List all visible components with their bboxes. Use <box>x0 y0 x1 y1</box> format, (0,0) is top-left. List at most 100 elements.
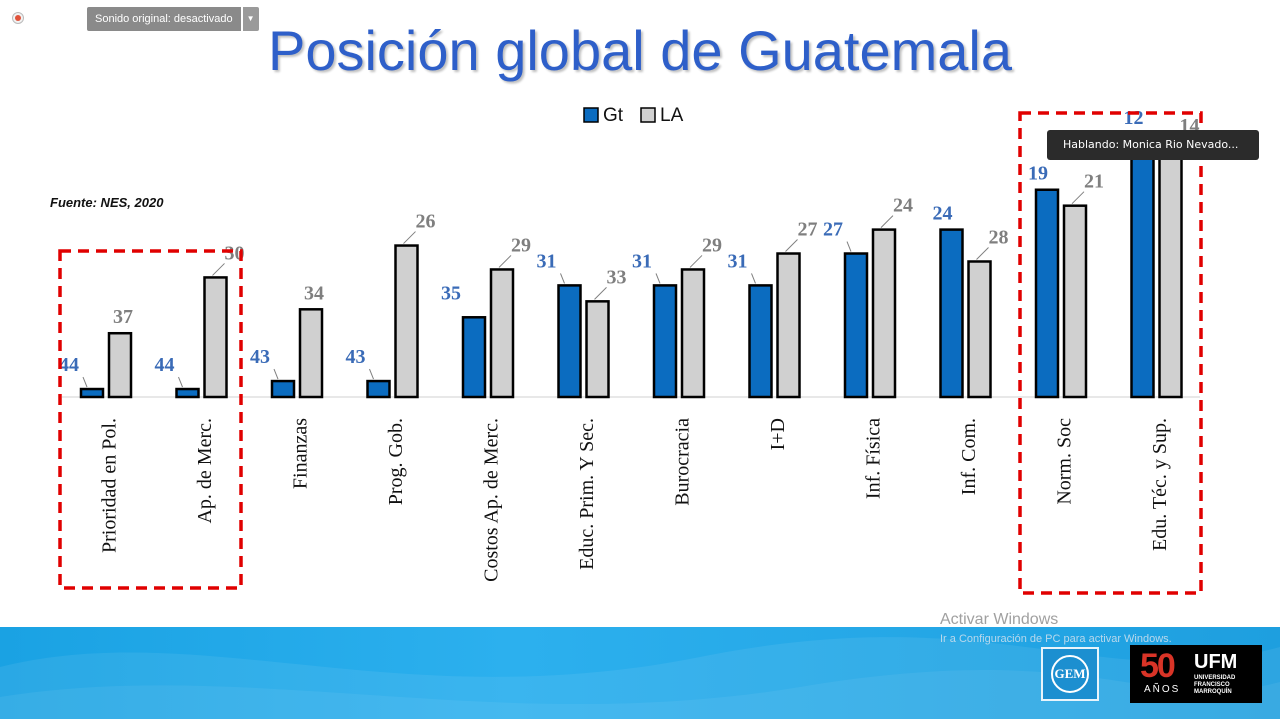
data-label-la: 34 <box>304 282 324 304</box>
bar-gt <box>843 252 869 399</box>
data-label-la: 24 <box>893 195 913 217</box>
activation-watermark-title: Activar Windows <box>940 611 1059 628</box>
category-label: Edu. Téc. y Sup. <box>1149 418 1171 551</box>
data-label-gt: 31 <box>537 250 557 272</box>
leader-line <box>880 215 894 228</box>
bar-gt <box>748 284 773 399</box>
leader-line <box>655 273 661 284</box>
data-label-la: 28 <box>989 226 1009 248</box>
leader-line <box>403 231 416 244</box>
audio-status-label[interactable]: Sonido original: desactivado <box>87 7 241 31</box>
leader-line <box>212 263 225 276</box>
leader-line <box>369 368 374 380</box>
leader-line <box>82 376 88 388</box>
category-label: Educ. Prim. Y Sec. <box>576 418 598 570</box>
bar-gt <box>939 228 964 399</box>
bar-gt <box>652 284 678 399</box>
category-label: Prog. Gob. <box>385 418 407 505</box>
speaking-indicator: Hablando: Monica Rio Nevado... <box>1047 130 1259 160</box>
bar-la <box>776 252 801 399</box>
legend-label-gt: Gt <box>603 105 624 126</box>
category-label: Prioridad en Pol. <box>99 418 121 553</box>
bar-gt <box>461 316 487 399</box>
category-label: Burocracia <box>672 418 694 506</box>
bar-gt <box>1130 132 1155 399</box>
leader-line <box>498 255 512 268</box>
footer-wave-decoration <box>0 637 1280 719</box>
leader-line <box>594 286 607 300</box>
data-label-gt: 35 <box>441 282 461 304</box>
legend-label-la: LA <box>660 105 684 126</box>
audio-control[interactable]: Sonido original: desactivado ▼ <box>87 7 259 31</box>
slide-title: Posición global de Guatemala <box>267 19 1013 82</box>
bar-la <box>967 260 992 399</box>
bar-la <box>1062 204 1088 399</box>
data-label-la: 29 <box>511 234 531 256</box>
leader-line <box>560 273 565 284</box>
ufm-brand: UFM <box>1194 651 1238 673</box>
data-label-gt: 31 <box>728 250 748 272</box>
category-label: Finanzas <box>290 418 312 489</box>
category-label: Norm. Soc <box>1054 418 1076 505</box>
leader-line <box>689 255 703 268</box>
gem-logo: GEM <box>1041 647 1099 701</box>
data-label-gt: 43 <box>346 346 366 368</box>
leader-line <box>846 241 852 252</box>
bar-gt <box>1034 188 1060 399</box>
bar-la <box>871 228 897 399</box>
bar-la <box>1158 148 1183 399</box>
data-label-la: 29 <box>702 234 722 256</box>
chart-source: Fuente: NES, 2020 <box>50 195 164 210</box>
bar-gt <box>79 387 105 399</box>
bar-la <box>107 331 133 399</box>
data-label-gt: 12 <box>1124 107 1144 129</box>
data-label-la: 37 <box>113 306 133 328</box>
bar-gt <box>175 387 200 399</box>
highlight-box-left <box>58 249 243 590</box>
bar-la <box>585 300 610 399</box>
ufm-anniversary-number: 50 <box>1140 647 1176 685</box>
leader-line <box>976 247 989 260</box>
bar-gt <box>270 379 296 399</box>
category-label: Inf. Física <box>863 418 885 499</box>
leader-line <box>751 273 756 284</box>
data-label-gt: 43 <box>250 346 270 368</box>
gem-logo-text: GEM <box>1051 655 1089 693</box>
activation-watermark-subtitle: Ir a Configuración de PC para activar Wi… <box>940 633 1172 645</box>
leader-line <box>785 239 798 252</box>
legend-swatch-gt <box>583 107 599 123</box>
bar-gt <box>366 379 391 399</box>
category-label: Inf. Com. <box>958 418 980 495</box>
bar-la <box>298 308 324 399</box>
category-label: Costos Ap. de Merc. <box>481 418 503 582</box>
bar-la <box>203 276 228 399</box>
data-label-la: 33 <box>607 266 627 288</box>
bar-la <box>489 268 515 399</box>
ufm-logo: 50 AÑOS UFM Universidad Francisco Marroq… <box>1130 645 1262 703</box>
ufm-university-name: Universidad Francisco Marroquín <box>1194 675 1236 695</box>
category-label: Ap. de Merc. <box>194 418 216 524</box>
leader-line <box>273 368 279 380</box>
data-label-gt: 44 <box>155 354 175 376</box>
data-label-gt: 27 <box>823 219 843 241</box>
data-label-gt: 19 <box>1028 163 1048 185</box>
highlight-box-right <box>1018 111 1203 595</box>
category-label: I+D <box>767 418 789 450</box>
bar-la <box>394 244 419 399</box>
bar-gt <box>557 284 582 399</box>
data-label-la: 26 <box>416 211 436 233</box>
data-label-la: 27 <box>798 219 818 241</box>
data-label-gt: 31 <box>632 250 652 272</box>
data-label-gt: 24 <box>933 203 953 225</box>
data-label-gt: 44 <box>59 354 79 376</box>
leader-line <box>1071 191 1085 205</box>
ufm-anniversary-years: AÑOS <box>1144 684 1181 695</box>
bar-la <box>680 268 706 399</box>
data-label-la: 21 <box>1084 171 1104 193</box>
recording-icon <box>12 12 24 24</box>
chevron-down-icon[interactable]: ▼ <box>242 7 259 31</box>
legend-swatch-la <box>640 107 656 123</box>
leader-line <box>178 376 183 388</box>
